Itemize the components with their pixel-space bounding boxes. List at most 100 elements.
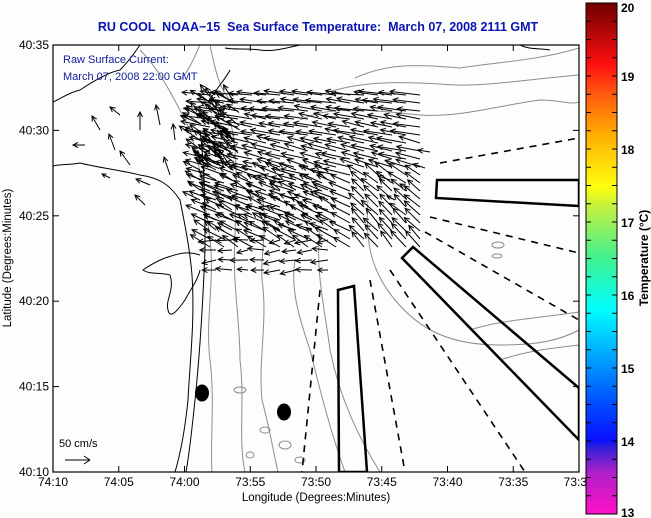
current-vector xyxy=(404,230,421,248)
current-vector xyxy=(184,108,206,119)
current-vector xyxy=(411,162,426,169)
current-vector xyxy=(189,89,212,104)
current-vector xyxy=(378,208,393,224)
restricted-areas xyxy=(336,178,579,472)
current-vector xyxy=(221,234,239,248)
x-tick-label: 74:00 xyxy=(169,475,199,489)
current-vector xyxy=(332,111,365,120)
current-vector xyxy=(218,147,230,166)
current-vector xyxy=(293,103,323,112)
current-vector xyxy=(403,216,421,232)
bathymetry-contour xyxy=(179,45,201,81)
current-vector xyxy=(231,236,249,243)
current-vector xyxy=(198,247,217,253)
current-vector xyxy=(218,200,233,211)
x-tick-label: 74:10 xyxy=(38,475,68,489)
current-vector xyxy=(282,121,309,128)
current-vector xyxy=(354,97,379,104)
current-vector xyxy=(286,135,309,144)
current-vector xyxy=(199,101,223,114)
current-vector xyxy=(218,140,236,158)
current-vector xyxy=(362,171,379,184)
current-vector xyxy=(225,159,253,168)
bathymetry-contour xyxy=(209,45,231,101)
current-vector xyxy=(399,183,411,191)
current-vector xyxy=(324,142,351,152)
current-vector xyxy=(240,105,267,112)
current-vector xyxy=(404,164,421,176)
current-vector xyxy=(197,159,217,171)
current-vector xyxy=(366,112,393,120)
current-vector xyxy=(377,104,407,112)
current-vector xyxy=(392,121,421,128)
current-vector xyxy=(291,234,309,248)
current-vector xyxy=(295,129,323,136)
current-vector xyxy=(295,223,313,231)
coastline-segment xyxy=(519,45,551,51)
current-vector xyxy=(233,236,253,248)
current-vector xyxy=(281,248,297,255)
current-vector xyxy=(279,269,297,276)
restricted-area-box xyxy=(336,284,369,472)
current-vector xyxy=(231,193,249,201)
coastline-segment xyxy=(53,162,194,472)
current-vector xyxy=(214,213,233,221)
current-vector xyxy=(258,121,281,128)
current-vector xyxy=(278,128,309,136)
current-vector xyxy=(307,142,337,152)
plot-frame xyxy=(52,44,580,473)
current-vector xyxy=(380,230,393,248)
x-axis-title: Longitude (Degrees:Minutes) xyxy=(242,492,390,504)
current-vector xyxy=(235,219,249,231)
current-vector xyxy=(322,113,351,120)
current-vector xyxy=(351,217,365,232)
current-vector xyxy=(107,132,116,151)
current-vector xyxy=(202,228,225,240)
current-vector xyxy=(268,205,295,216)
current-vector xyxy=(403,194,421,208)
current-vector xyxy=(134,178,151,186)
current-vector xyxy=(385,195,396,201)
current-vector xyxy=(272,219,295,232)
current-vector xyxy=(265,151,295,160)
current-vector xyxy=(197,144,211,154)
current-vector xyxy=(333,105,365,112)
current-vector xyxy=(250,267,265,274)
current-vector xyxy=(191,229,211,240)
current-vector xyxy=(378,200,393,216)
current-vector xyxy=(340,150,365,160)
current-vector xyxy=(369,120,393,128)
current-vector xyxy=(205,116,230,135)
current-vector xyxy=(264,162,281,171)
current-vector xyxy=(277,173,297,181)
current-vector xyxy=(312,204,329,211)
current-vector xyxy=(184,170,201,181)
coastline xyxy=(53,45,551,472)
current-vector xyxy=(278,88,309,96)
bathymetry-contour xyxy=(259,426,271,434)
current-vector xyxy=(225,140,239,154)
current-vector xyxy=(279,96,309,104)
current-vector xyxy=(119,150,131,166)
current-vector xyxy=(379,193,393,208)
current-vector xyxy=(249,256,265,263)
current-vector xyxy=(376,135,407,144)
current-vector xyxy=(277,180,297,191)
current-vector xyxy=(263,249,281,256)
current-vector xyxy=(377,151,407,160)
current-vector xyxy=(225,119,253,128)
transect-line xyxy=(439,137,579,164)
current-vector xyxy=(226,103,240,113)
current-vector xyxy=(214,191,233,201)
current-vector xyxy=(311,245,329,252)
bathymetry-contour xyxy=(469,311,579,331)
current-vector xyxy=(186,180,201,191)
current-vector xyxy=(246,190,265,201)
current-vector xyxy=(383,112,407,120)
current-vector xyxy=(324,126,351,136)
bathymetry-contour xyxy=(319,74,579,96)
current-vector xyxy=(290,88,323,96)
current-vector xyxy=(276,213,295,224)
bathymetry-contour xyxy=(294,456,306,464)
current-vector xyxy=(240,143,267,152)
